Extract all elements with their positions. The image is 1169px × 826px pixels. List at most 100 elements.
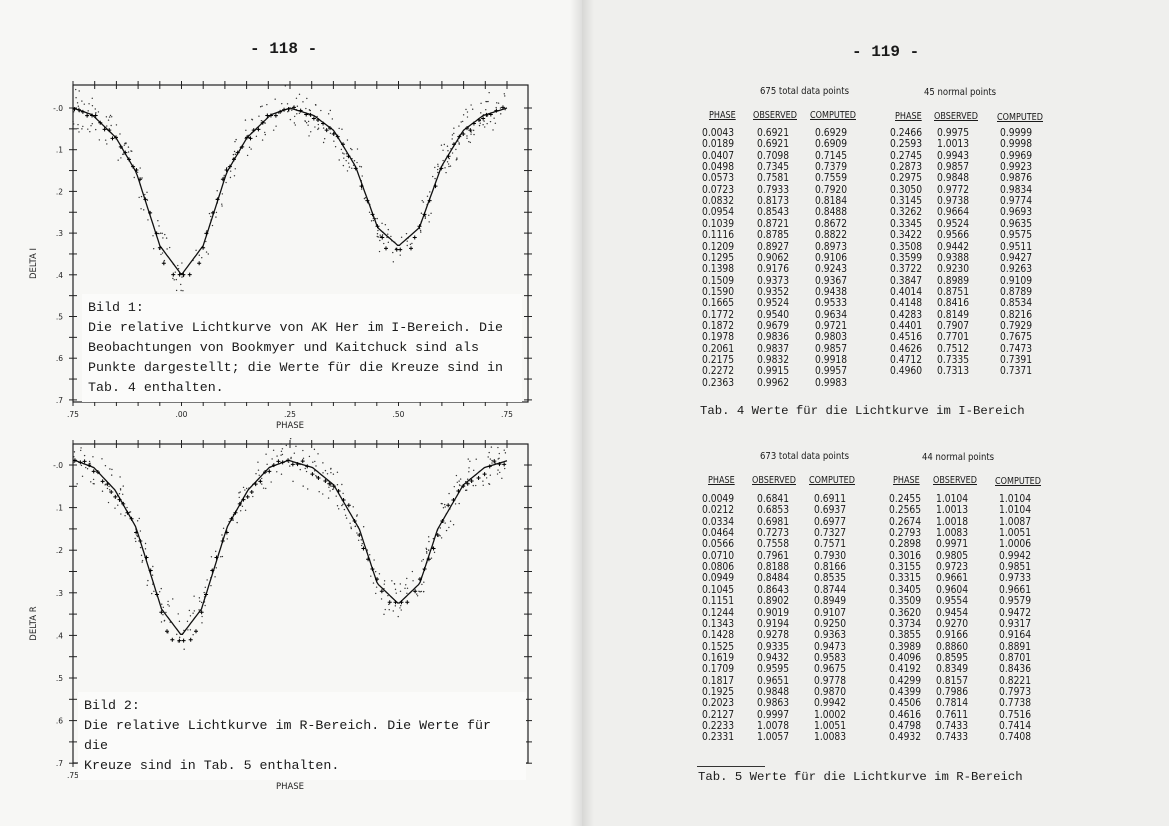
observation-dot: [500, 113, 502, 115]
observation-dot: [304, 467, 306, 470]
computed-cell: 0.7571: [814, 539, 847, 551]
observation-dot: [134, 537, 136, 540]
observation-dot: [222, 527, 225, 529]
observation-dot: [453, 485, 455, 488]
observed-cell: 0.9019: [757, 607, 790, 619]
observed-cell: 0.7611: [936, 709, 969, 721]
observation-dot: [302, 449, 304, 452]
observation-dot: [426, 552, 428, 554]
observation-dot: [497, 102, 500, 104]
observation-dot: [293, 452, 296, 454]
phase-cell: 0.0049: [702, 494, 735, 505]
phase-cell: 0.1244: [702, 607, 735, 619]
normal-point-cross: [487, 464, 492, 469]
normal-point-cross: [268, 113, 273, 118]
observation-dot: [77, 105, 80, 107]
normal-point-cross: [244, 135, 249, 140]
observation-dot: [437, 171, 439, 174]
observed-cell: 0.9176: [757, 264, 790, 276]
observation-dot: [330, 471, 332, 474]
normal-point-cross: [129, 516, 134, 521]
computed-cell: 0.8221: [999, 675, 1032, 687]
observation-dot: [296, 105, 299, 107]
computed-cell: 0.9579: [999, 596, 1032, 608]
observation-dot: [361, 542, 363, 545]
observation-dot: [436, 168, 439, 171]
observation-dot: [487, 456, 489, 458]
observed-cell: 0.8989: [937, 275, 970, 287]
observation-dot: [307, 120, 310, 123]
phase-cell: 0.0043: [702, 128, 735, 139]
phase-cell: 0.2565: [889, 505, 922, 517]
observation-dot: [305, 470, 308, 473]
normal-point-cross: [157, 245, 162, 250]
observation-dot: [281, 448, 284, 450]
table-title: 675 total data points: [760, 86, 850, 97]
observation-dot: [391, 580, 393, 582]
observation-dot: [466, 116, 469, 118]
observation-dot: [204, 586, 206, 589]
observation-dot: [446, 145, 449, 147]
observation-dot: [491, 462, 493, 464]
normal-point-cross: [298, 108, 303, 113]
observation-dot: [299, 468, 301, 471]
normal-point-cross: [295, 462, 300, 467]
normal-point-cross: [398, 247, 403, 252]
computed-cell: 0.9250: [814, 618, 847, 630]
observation-dot: [307, 488, 309, 490]
observation-dot: [486, 115, 489, 117]
normal-point-cross: [412, 235, 417, 240]
normal-point-cross: [214, 555, 219, 560]
normal-point-cross: [114, 135, 119, 140]
phase-cell: 0.0723: [702, 184, 735, 196]
computed-cell: 0.8891: [999, 641, 1032, 653]
observation-dot: [183, 648, 185, 650]
observation-dot: [380, 235, 382, 238]
computed-cell: 0.7738: [999, 698, 1032, 710]
observation-dot: [147, 219, 149, 221]
y-tick-label: .6: [56, 354, 63, 363]
column-header: PHASE: [895, 111, 922, 122]
observation-dot: [146, 199, 149, 201]
observation-dot: [161, 232, 163, 235]
phase-cell: 0.2793: [889, 528, 922, 540]
phase-cell: 0.4299: [889, 675, 922, 687]
observed-cell: 0.9915: [757, 366, 790, 378]
observation-dot: [372, 219, 375, 222]
normal-point-cross: [118, 144, 123, 149]
x-axis-label: PHASE: [276, 782, 304, 792]
observation-dot: [167, 632, 169, 634]
observation-dot: [232, 153, 235, 156]
computed-cell: 0.7675: [1000, 332, 1033, 344]
observation-dot: [422, 590, 425, 593]
normal-point-cross: [72, 458, 77, 463]
observed-cell: 0.9194: [757, 618, 790, 630]
phase-cell: 0.4616: [889, 709, 922, 721]
observation-dot: [329, 490, 331, 492]
observation-dot: [215, 211, 218, 214]
footnote-divider: [697, 766, 765, 767]
normal-point-cross: [327, 481, 332, 486]
observation-dot: [121, 153, 124, 155]
normal-point-cross: [471, 121, 476, 126]
observation-dot: [164, 233, 166, 236]
observation-dot: [329, 484, 332, 486]
caption-line: Bild 2:: [84, 698, 140, 713]
normal-point-cross: [110, 136, 115, 141]
computed-cell: 0.9511: [1000, 241, 1033, 253]
observation-dot: [466, 135, 468, 137]
observation-dot: [387, 241, 390, 244]
observation-dot: [258, 115, 260, 117]
computed-cell: 0.9243: [815, 264, 848, 276]
observation-dot: [239, 510, 242, 512]
normal-point-cross: [451, 142, 456, 147]
observation-dot: [172, 277, 174, 280]
observation-dot: [444, 506, 446, 508]
computed-cell: 0.8166: [814, 562, 847, 574]
normal-point-cross: [331, 131, 336, 136]
observation-dot: [165, 237, 168, 239]
normal-point-cross: [500, 105, 505, 110]
observed-cell: 0.9166: [936, 630, 969, 642]
observation-dot: [160, 621, 163, 623]
light-curve-chart-i: -.0 .1 .2 .3 .4 .5 .6 .7 .75 .00 .25 .50 .75 PHASE DEL…: [29, 81, 532, 431]
